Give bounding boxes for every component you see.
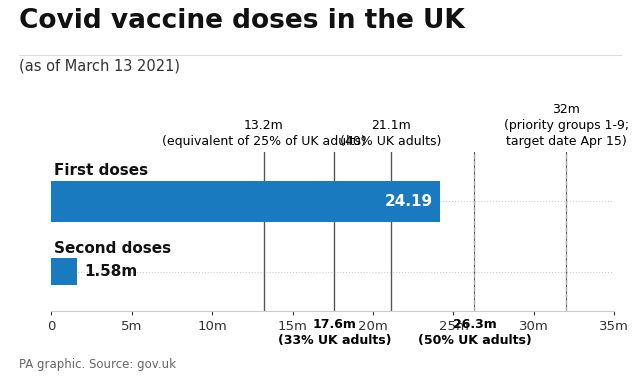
Text: 26.3m
(50% UK adults): 26.3m (50% UK adults) — [417, 318, 531, 348]
Text: 17.6m
(33% UK adults): 17.6m (33% UK adults) — [278, 318, 391, 348]
Text: Second doses: Second doses — [54, 241, 172, 255]
Bar — [51, 181, 440, 222]
Text: (as of March 13 2021): (as of March 13 2021) — [19, 59, 180, 74]
Text: 21.1m
(40% UK adults): 21.1m (40% UK adults) — [340, 119, 442, 148]
Text: Covid vaccine doses in the UK: Covid vaccine doses in the UK — [19, 8, 465, 34]
Text: 24.19: 24.19 — [384, 194, 433, 208]
Text: 13.2m
(equivalent of 25% of UK adults): 13.2m (equivalent of 25% of UK adults) — [162, 119, 365, 148]
Text: PA graphic. Source: gov.uk: PA graphic. Source: gov.uk — [19, 359, 176, 371]
Text: 1.58m: 1.58m — [84, 265, 138, 279]
Bar — [51, 258, 77, 285]
Text: First doses: First doses — [54, 163, 148, 178]
Text: 32m
(priority groups 1-9;
target date Apr 15): 32m (priority groups 1-9; target date Ap… — [504, 103, 628, 148]
